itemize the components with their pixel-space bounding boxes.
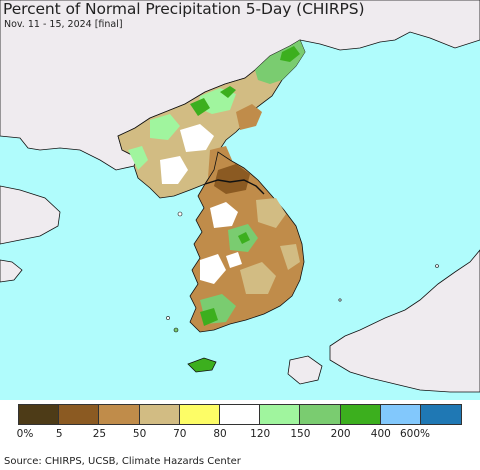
- legend-tick-label: 70: [173, 428, 187, 440]
- legend-tick-label: 150: [290, 428, 311, 440]
- shandong-land: [0, 185, 61, 245]
- legend-swatch-4: [179, 405, 220, 424]
- jeju-island: [187, 357, 217, 373]
- japan-island: [287, 355, 323, 385]
- legend-swatch-9: [380, 405, 421, 424]
- japan-land: [329, 249, 480, 393]
- legend-tick-label: 0%: [16, 428, 34, 440]
- date-subtitle: Nov. 11 - 15, 2024 [final]: [4, 19, 123, 30]
- dmz-border: [204, 179, 265, 195]
- legend-swatch-7: [300, 405, 341, 424]
- legend-swatch-10: [420, 405, 462, 424]
- legend-swatch-6: [260, 405, 301, 424]
- legend-swatch-0: [19, 405, 60, 424]
- legend-swatch-3: [139, 405, 180, 424]
- legend-swatch-1: [59, 405, 100, 424]
- source-credit: Source: CHIRPS, UCSB, Climate Hazards Ce…: [4, 456, 241, 467]
- legend-tick-label: 50: [132, 428, 147, 440]
- legend-swatch-8: [340, 405, 381, 424]
- legend-tick-label: 600%: [399, 428, 431, 440]
- legend-colorbar: [18, 404, 463, 425]
- legend-tick-label: 25: [92, 428, 107, 440]
- legend-tick-label: 120: [250, 428, 271, 440]
- legend-tick-label: 200: [330, 428, 351, 440]
- precipitation-map: [0, 0, 480, 400]
- china-south-land: [0, 259, 23, 283]
- legend-swatch-5: [219, 405, 261, 424]
- legend-tick-label: 80: [213, 428, 227, 440]
- legend-swatch-2: [99, 405, 140, 424]
- legend-tick-label: 400: [370, 428, 391, 440]
- legend-tick-label: 5: [55, 428, 63, 440]
- page-title: Percent of Normal Precipitation 5-Day (C…: [3, 0, 365, 18]
